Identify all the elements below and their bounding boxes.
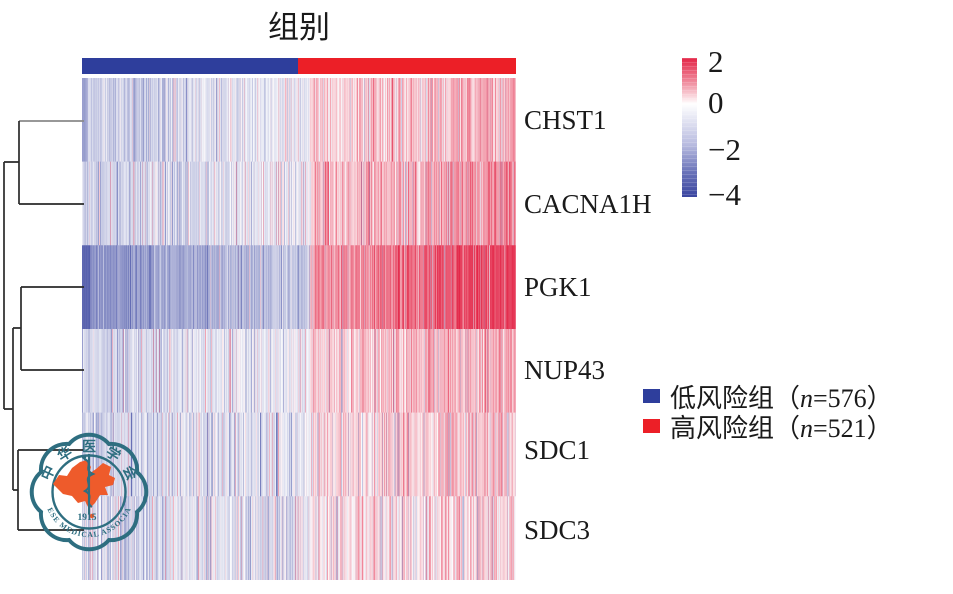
color-scale-tick: 2 [708,44,724,79]
legend-n-variable: n [800,413,814,443]
dendrogram-branch [13,286,84,371]
heatmap-canvas [82,78,516,580]
color-scale-tick: −2 [708,132,741,167]
china-map-hainan-dot [89,513,95,519]
row-label: NUP43 [524,355,606,385]
china-map-icon [53,460,115,509]
dendrogram-branch [10,121,84,205]
group-bar-high-risk-segment [298,58,516,74]
legend-item-label: 低风险组（n=576） [670,378,893,415]
row-label: PGK1 [524,272,592,302]
legend-label-prefix: 高风险组（ [670,413,801,443]
legend-label-suffix: =576） [813,383,893,413]
legend-label-suffix: =521） [813,413,893,443]
group-legend: 低风险组（n=576） 高风险组（n=521） [643,381,893,443]
group-bar-low-risk-segment [82,58,298,74]
seal-char: 中 [38,463,59,483]
color-scale-tick: −4 [708,177,741,212]
row-label: CHST1 [524,105,607,135]
legend-item-high-risk: 高风险组（n=521） [643,411,893,443]
staff-and-snake-icon [81,454,96,514]
seal-scallop-border [29,432,149,552]
legend-item-low-risk: 低风险组（n=576） [643,381,893,413]
color-scale-banding [682,58,697,197]
row-label: SDC3 [524,515,591,545]
row-label: SDC1 [524,435,591,465]
legend-label-prefix: 低风险组（ [670,383,801,413]
chinese-medical-association-watermark-icon: 中 华 医 学 会 1915 CHINESE MEDICAL ASSOCIATI… [29,432,149,552]
seal-char: 医 [82,440,96,456]
low-risk-swatch-icon [643,389,660,403]
figure-title: 组别 [268,10,330,45]
high-risk-swatch-icon [643,419,660,433]
legend-n-variable: n [800,383,814,413]
group-annotation-bar [82,58,516,74]
legend-item-label: 高风险组（n=521） [670,408,893,445]
color-scale-bar [682,58,697,197]
dendrogram-branch [3,161,10,409]
color-scale-tick: 0 [708,85,724,120]
seal-year: 1915 [78,513,97,523]
row-label: CACNA1H [524,189,652,219]
dendrogram-branch [4,328,14,490]
